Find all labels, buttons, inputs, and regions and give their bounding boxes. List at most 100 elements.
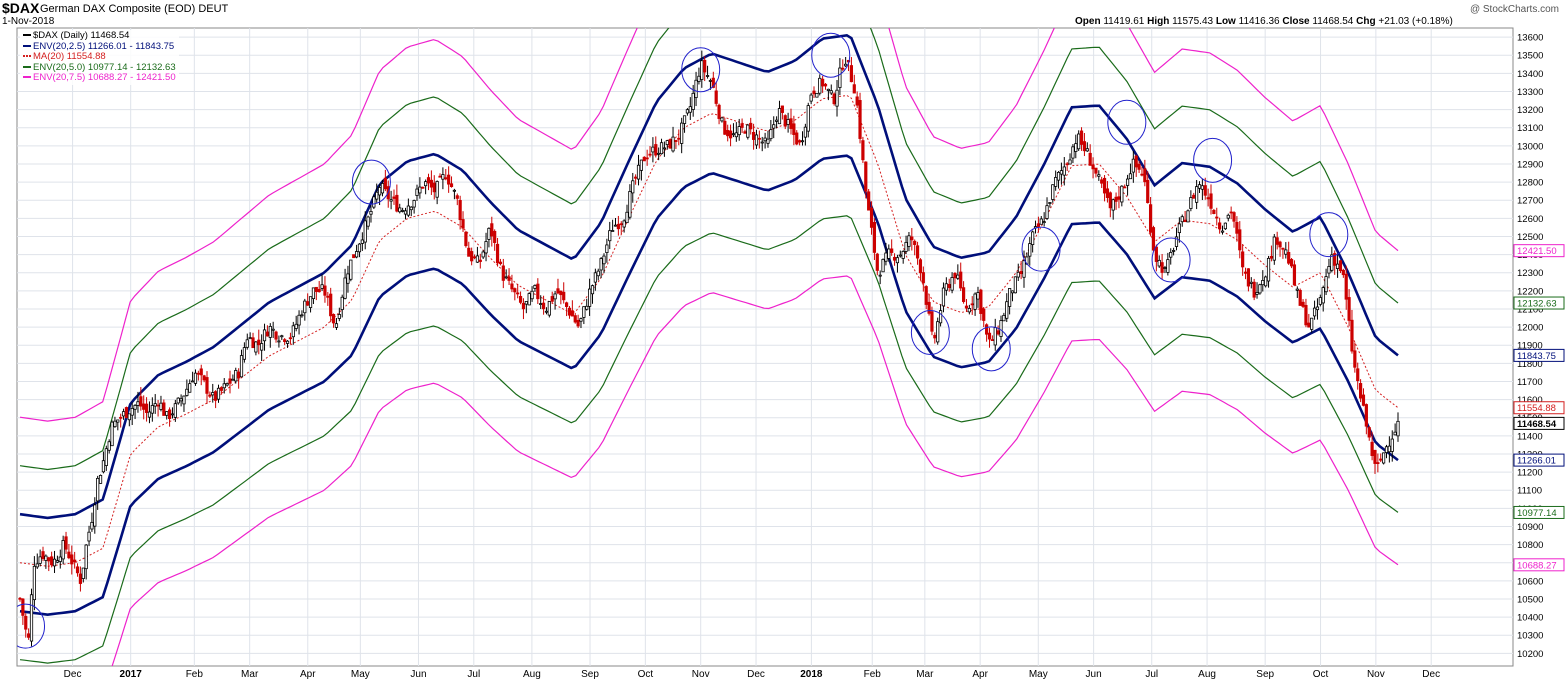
candle-body: [918, 259, 923, 274]
candle-body: [858, 100, 862, 139]
candle-body: [1212, 209, 1216, 214]
candle-body: [539, 303, 543, 305]
candle-body: [775, 119, 779, 122]
candle-body: [1203, 185, 1207, 196]
candle-body: [1350, 319, 1354, 352]
candle-body: [55, 560, 59, 563]
candle-body: [225, 383, 229, 386]
candle-body: [668, 139, 672, 149]
candle-body: [553, 293, 557, 300]
x-tick-label: Apr: [300, 669, 316, 680]
candle-body: [619, 223, 623, 226]
candle-body: [490, 223, 494, 237]
x-tick-label: Feb: [186, 669, 204, 680]
candle-body: [867, 191, 871, 211]
candle-body: [406, 205, 410, 216]
open-label: Open: [1075, 16, 1101, 27]
candle-body: [516, 292, 520, 295]
candle-body: [424, 181, 428, 187]
chart-instrument-name: German DAX Composite (EOD) DEUT: [40, 3, 229, 15]
candle-body: [783, 115, 787, 127]
candle-body: [320, 284, 324, 289]
candle-body: [1102, 177, 1107, 194]
candle-body: [1361, 394, 1366, 406]
y-tick-label: 13200: [1517, 105, 1543, 116]
candle-body: [654, 144, 658, 156]
candle-body: [979, 289, 983, 314]
candle-body: [41, 551, 45, 560]
candle-body: [1281, 247, 1285, 250]
candle-body: [294, 323, 298, 329]
candle-body: [360, 239, 364, 244]
candle-body: [455, 195, 459, 199]
candle-body: [1364, 404, 1368, 427]
legend-item-price: $DAX (Daily) 11468.54: [23, 30, 176, 42]
legend-label: ENV(20,7.5) 10688.27 - 12421.50: [33, 72, 176, 83]
x-tick-label: Nov: [692, 669, 710, 680]
candle-body: [662, 147, 667, 150]
candle-body: [1284, 249, 1288, 255]
candle-body: [628, 191, 632, 218]
legend-swatch: [23, 34, 31, 37]
candle-body: [136, 401, 140, 406]
candle-body: [27, 633, 31, 638]
candle-body: [1186, 210, 1190, 223]
x-tick-label: Oct: [1313, 669, 1329, 680]
candle-body: [495, 243, 500, 264]
candle-body: [1056, 171, 1061, 181]
candle-body: [314, 286, 318, 292]
candle-body: [35, 563, 39, 568]
candle-body: [1310, 317, 1314, 330]
y-tick-label: 12000: [1517, 323, 1543, 334]
circle-annotation: [1309, 212, 1349, 258]
circle-annotation: [910, 310, 950, 355]
candle-body: [657, 152, 661, 155]
candle-body: [634, 176, 638, 179]
legend-swatch: [23, 55, 31, 58]
candle-body: [573, 315, 577, 323]
ohlc-summary: Open 11419.61 High 11575.43 Low 11416.36…: [1075, 16, 1453, 27]
candle-body: [777, 108, 782, 125]
candle-body: [260, 343, 264, 351]
candle-body: [786, 119, 790, 125]
price-tag-box: [1513, 348, 1565, 362]
candle-body: [216, 387, 221, 400]
candle-body: [398, 207, 402, 213]
high-label: High: [1147, 16, 1170, 27]
candle-body: [1347, 297, 1351, 321]
candle-body: [884, 252, 888, 262]
circle-annotation: [811, 32, 851, 78]
candle-body: [130, 408, 134, 416]
candle-body: [38, 556, 42, 564]
candle-body: [75, 566, 80, 574]
candle-body: [173, 403, 177, 418]
candle-body: [32, 565, 36, 601]
envelope-upper-line: [19, 28, 1399, 471]
candle-body: [470, 251, 474, 262]
price-tag-box: [1513, 505, 1565, 519]
candle-body: [52, 558, 57, 567]
candle-body: [1195, 186, 1199, 203]
candle-body: [1148, 204, 1153, 233]
candle-body: [409, 206, 413, 211]
candle-body: [921, 272, 925, 284]
candle-body: [1114, 196, 1118, 202]
price-tag-label: 10688.27: [1517, 560, 1557, 571]
candle-body: [754, 134, 759, 146]
candle-body: [665, 140, 669, 146]
candle-body: [1117, 196, 1121, 200]
candle-body: [159, 402, 163, 410]
candle-body: [1278, 241, 1282, 248]
y-tick-label: 12800: [1517, 178, 1543, 189]
y-tick-label: 12700: [1517, 196, 1543, 207]
candle-body: [800, 140, 805, 143]
candle-body: [685, 109, 690, 114]
legend-item-env75: ENV(20,7.5) 10688.27 - 12421.50: [23, 72, 176, 84]
candle-body: [1169, 252, 1173, 258]
candle-body: [1298, 289, 1302, 306]
circle-annotation: [1151, 237, 1191, 283]
candle-body: [855, 96, 859, 106]
candle-body: [924, 286, 928, 305]
candle-body: [1209, 193, 1213, 209]
candle-body: [475, 255, 480, 263]
